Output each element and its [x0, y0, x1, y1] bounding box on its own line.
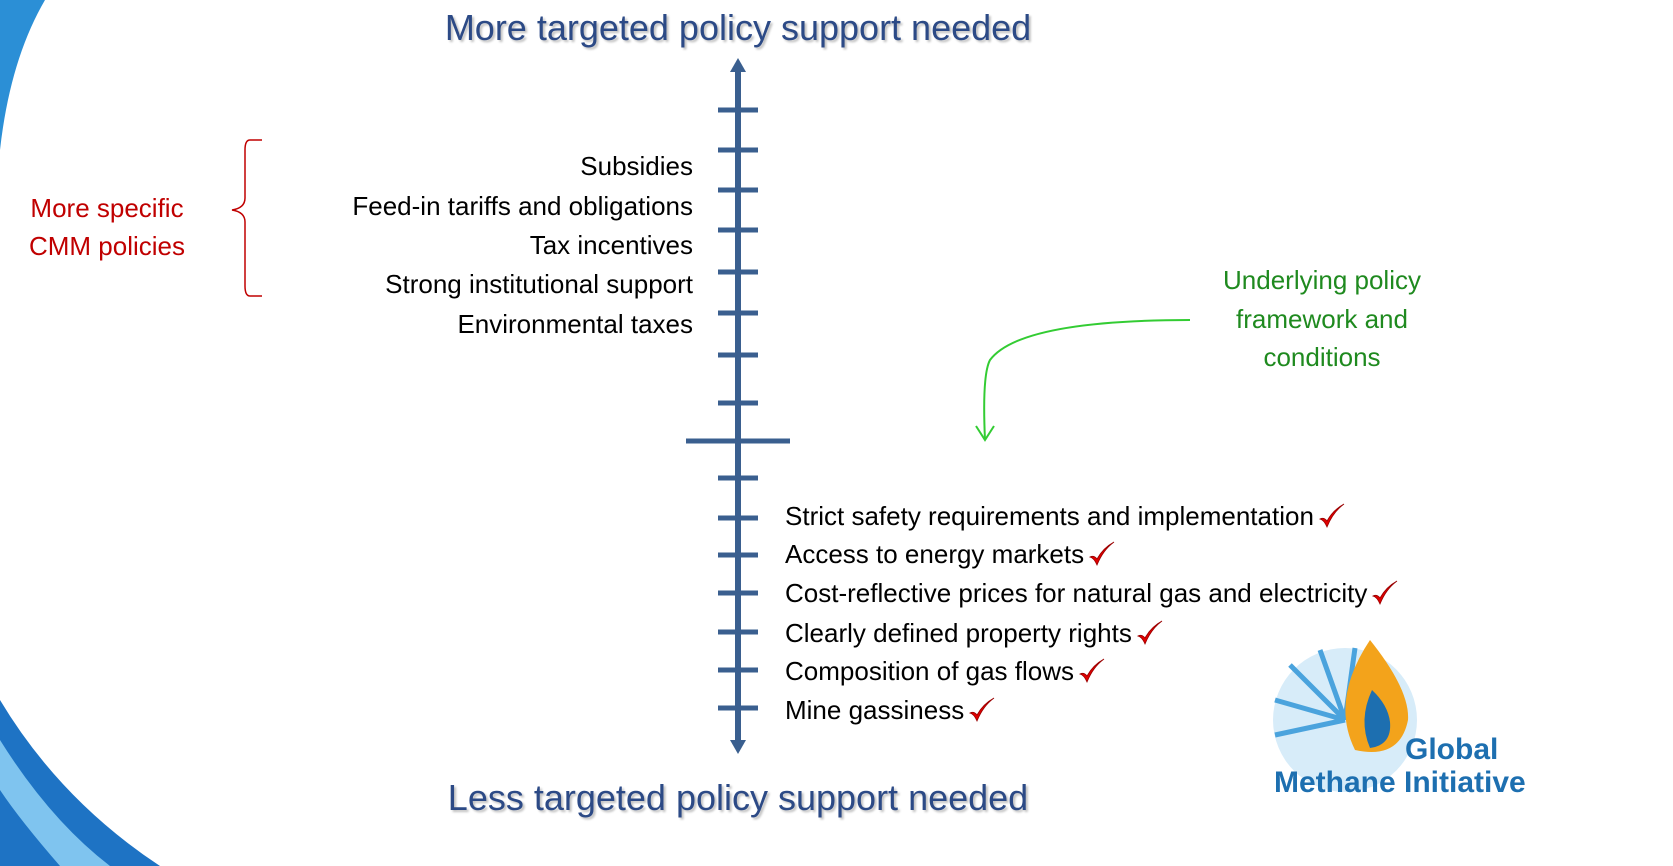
arrow: [984, 320, 1190, 440]
bottom-label: Less targeted policy support needed: [448, 780, 1028, 816]
logo-text: Global: [1405, 735, 1498, 765]
framework-item: Access to energy markets: [785, 540, 1115, 568]
framework-item: Strict safety requirements and implement…: [785, 502, 1345, 530]
logo-text: Methane Initiative: [1274, 768, 1526, 798]
group-label: CMM policies: [0, 233, 217, 259]
check-mark: [1370, 579, 1398, 607]
framework-item-text: Composition of gas flows: [785, 658, 1074, 684]
check-mark: [1317, 502, 1345, 530]
policy-item: Feed-in tariffs and obligations: [352, 193, 693, 219]
framework-item-text: Cost-reflective prices for natural gas a…: [785, 580, 1367, 606]
framework-item-text: Access to energy markets: [785, 541, 1084, 567]
group-label: More specific: [0, 195, 217, 221]
bracket: [232, 140, 262, 296]
framework-item-text: Strict safety requirements and implement…: [785, 503, 1314, 529]
framework-label: Underlying policy: [1172, 267, 1472, 293]
policy-item: Subsidies: [580, 153, 693, 179]
framework-item: Composition of gas flows: [785, 657, 1105, 685]
framework-label: conditions: [1172, 344, 1472, 370]
axis: [686, 58, 790, 754]
check-mark: [1087, 540, 1115, 568]
check-mark: [1077, 657, 1105, 685]
policy-item: Strong institutional support: [385, 271, 693, 297]
check-mark: [967, 696, 995, 724]
page: More targeted policy support needed Less…: [0, 0, 1673, 866]
policy-item: Tax incentives: [530, 232, 693, 258]
framework-label: framework and: [1172, 306, 1472, 332]
top-label: More targeted policy support needed: [445, 10, 1031, 46]
swoosh: [0, 0, 45, 150]
policy-item: Environmental taxes: [457, 311, 693, 337]
framework-item: Mine gassiness: [785, 696, 995, 724]
framework-item: Cost-reflective prices for natural gas a…: [785, 579, 1398, 607]
framework-item-text: Clearly defined property rights: [785, 620, 1132, 646]
framework-item: Clearly defined property rights: [785, 619, 1163, 647]
check-mark: [1135, 619, 1163, 647]
framework-item-text: Mine gassiness: [785, 697, 964, 723]
